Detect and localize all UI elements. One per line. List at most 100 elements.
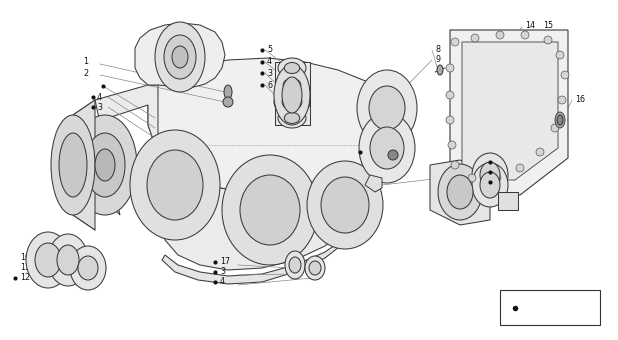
Ellipse shape <box>26 232 70 288</box>
Text: 12: 12 <box>363 148 373 156</box>
Ellipse shape <box>516 164 524 172</box>
Ellipse shape <box>446 116 454 124</box>
Ellipse shape <box>438 164 482 220</box>
Text: 10: 10 <box>398 143 408 153</box>
Ellipse shape <box>561 71 569 79</box>
Ellipse shape <box>48 234 88 286</box>
Ellipse shape <box>70 246 106 290</box>
Ellipse shape <box>282 94 302 110</box>
Text: = 13: = 13 <box>522 304 544 312</box>
Ellipse shape <box>472 153 508 197</box>
Ellipse shape <box>369 86 405 130</box>
Ellipse shape <box>274 88 310 116</box>
Ellipse shape <box>471 34 479 42</box>
Ellipse shape <box>551 124 559 132</box>
Ellipse shape <box>130 130 220 240</box>
Text: 4: 4 <box>267 57 272 67</box>
Ellipse shape <box>285 251 305 279</box>
Ellipse shape <box>278 108 306 128</box>
Text: 1: 1 <box>83 56 88 66</box>
Ellipse shape <box>446 91 454 99</box>
Polygon shape <box>450 30 568 195</box>
Polygon shape <box>498 192 518 210</box>
Text: 15: 15 <box>543 20 553 30</box>
Ellipse shape <box>282 77 302 113</box>
Text: 11: 11 <box>20 264 30 272</box>
Ellipse shape <box>224 85 232 99</box>
Ellipse shape <box>284 113 300 123</box>
Ellipse shape <box>480 172 500 198</box>
Ellipse shape <box>556 51 564 59</box>
Polygon shape <box>135 23 225 88</box>
Polygon shape <box>365 175 382 192</box>
Ellipse shape <box>480 162 500 188</box>
Ellipse shape <box>85 133 125 197</box>
Ellipse shape <box>557 115 563 125</box>
Ellipse shape <box>437 65 443 75</box>
Ellipse shape <box>284 63 300 73</box>
Ellipse shape <box>59 133 87 197</box>
Text: 5: 5 <box>267 46 272 54</box>
Ellipse shape <box>388 150 398 160</box>
Ellipse shape <box>521 31 529 39</box>
Text: 12: 12 <box>20 273 30 283</box>
Ellipse shape <box>283 79 301 91</box>
Ellipse shape <box>51 115 95 215</box>
Polygon shape <box>275 62 310 125</box>
Ellipse shape <box>370 127 404 169</box>
Text: 5: 5 <box>494 177 499 187</box>
Text: 4: 4 <box>220 277 225 287</box>
Bar <box>500 290 600 325</box>
Text: 9: 9 <box>435 55 440 65</box>
Text: 2: 2 <box>83 68 88 78</box>
Ellipse shape <box>555 112 565 128</box>
Text: 16: 16 <box>575 96 585 104</box>
Ellipse shape <box>278 58 306 78</box>
Ellipse shape <box>172 46 188 68</box>
Polygon shape <box>462 42 558 180</box>
Ellipse shape <box>451 38 459 46</box>
Ellipse shape <box>309 261 321 275</box>
Ellipse shape <box>155 22 205 92</box>
Ellipse shape <box>276 73 308 97</box>
Ellipse shape <box>496 31 504 39</box>
Ellipse shape <box>78 256 98 280</box>
Ellipse shape <box>447 175 473 209</box>
Ellipse shape <box>321 177 369 233</box>
Ellipse shape <box>73 115 137 215</box>
Polygon shape <box>73 100 95 230</box>
Ellipse shape <box>536 148 544 156</box>
Ellipse shape <box>305 256 325 280</box>
Text: 4: 4 <box>97 92 102 102</box>
Text: 3: 3 <box>97 102 102 112</box>
Text: 3: 3 <box>267 68 272 78</box>
Polygon shape <box>430 160 490 225</box>
Ellipse shape <box>240 175 300 245</box>
Ellipse shape <box>164 35 196 79</box>
Text: 17: 17 <box>220 257 230 267</box>
Text: 7: 7 <box>445 173 450 183</box>
Ellipse shape <box>558 96 566 104</box>
Ellipse shape <box>446 64 454 72</box>
Text: 14: 14 <box>525 20 535 30</box>
Text: 3: 3 <box>220 268 225 276</box>
Ellipse shape <box>147 150 203 220</box>
Ellipse shape <box>307 161 383 249</box>
Ellipse shape <box>468 174 476 182</box>
Ellipse shape <box>359 113 415 183</box>
Ellipse shape <box>35 243 61 277</box>
Ellipse shape <box>544 36 552 44</box>
Polygon shape <box>148 58 400 193</box>
Ellipse shape <box>357 70 417 146</box>
Text: 3: 3 <box>494 168 499 176</box>
Ellipse shape <box>451 161 459 169</box>
Ellipse shape <box>493 174 501 182</box>
Text: 6: 6 <box>267 81 272 89</box>
Text: 8: 8 <box>435 46 440 54</box>
Ellipse shape <box>274 65 310 125</box>
Text: 4: 4 <box>494 157 499 167</box>
Ellipse shape <box>222 155 318 265</box>
Ellipse shape <box>472 163 508 207</box>
Ellipse shape <box>57 245 79 275</box>
Ellipse shape <box>223 97 233 107</box>
